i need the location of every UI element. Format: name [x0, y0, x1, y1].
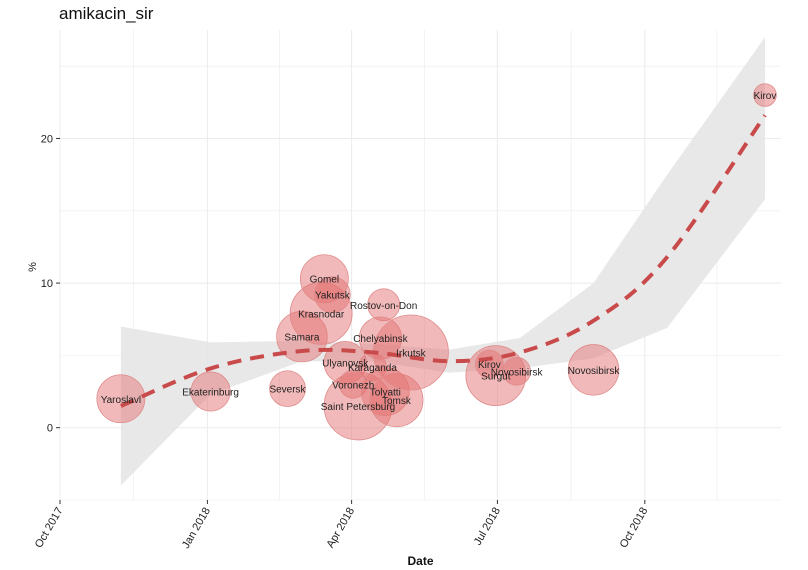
bubble-point [502, 357, 531, 386]
bubble-label: Novosibirsk [568, 366, 621, 377]
bubble-point [190, 371, 231, 412]
bubble-label: Tolyatti [370, 388, 401, 399]
bubble-label: Rostov-on-Don [350, 301, 417, 312]
bubble-label: Ekaterinburg [182, 388, 239, 399]
bubble-label: Seversk [269, 385, 306, 396]
bubble-point [269, 370, 306, 407]
y-tick-label: 10 [41, 278, 53, 290]
bubble-label: Kirov [754, 91, 777, 102]
bubble-point [753, 83, 777, 107]
bubble-label: Chelyabinsk [353, 334, 408, 345]
bubble-label: Ulyanovsk [322, 359, 369, 370]
bubble-label: Novosibirsk [491, 367, 544, 378]
x-axis-title: Date [407, 554, 433, 568]
bubble-label: Krasnodar [298, 309, 345, 320]
confidence-ribbon [120, 37, 765, 486]
x-tick-label: Jul 2018 [472, 506, 503, 548]
bubbles [96, 83, 777, 441]
bubble-label: Saint Petersburg [321, 402, 396, 413]
ribbon-area [120, 37, 765, 486]
trend [120, 114, 767, 408]
bubble-label: Yakutsk [315, 291, 351, 302]
bubble-label: Surgut [481, 372, 511, 383]
bubble-label: Karaganda [348, 363, 397, 374]
y-tick-label: 0 [47, 423, 53, 435]
bubble-point [567, 344, 620, 396]
bubble-point [314, 276, 351, 313]
bubble-label: Tomsk [382, 396, 412, 407]
y-axis-title: % [27, 262, 39, 272]
bubble-label: Kirov [478, 360, 501, 371]
bubble-labels: Yaroslavl Ekaterinburg Seversk Samara Krasno… [101, 91, 777, 413]
bubble-label: Gomel [310, 275, 339, 286]
bubble-label: Irkutsk [396, 348, 426, 359]
trend-line [120, 114, 767, 408]
chart-title: amikacin_sir [59, 4, 154, 23]
bubble-label: Samara [284, 333, 319, 344]
y-tick-label: 20 [41, 133, 53, 145]
x-tick-label: Oct 2017 [33, 506, 66, 551]
x-tick-label: Apr 2018 [324, 506, 357, 551]
bubble-point [475, 349, 504, 379]
x-tick-label: Jan 2018 [180, 506, 213, 551]
x-tick-label: Oct 2018 [618, 506, 651, 551]
bubble-label: Yaroslavl [101, 395, 141, 406]
bubble-label: Voronezh [332, 380, 374, 391]
bubble-point [96, 374, 146, 424]
